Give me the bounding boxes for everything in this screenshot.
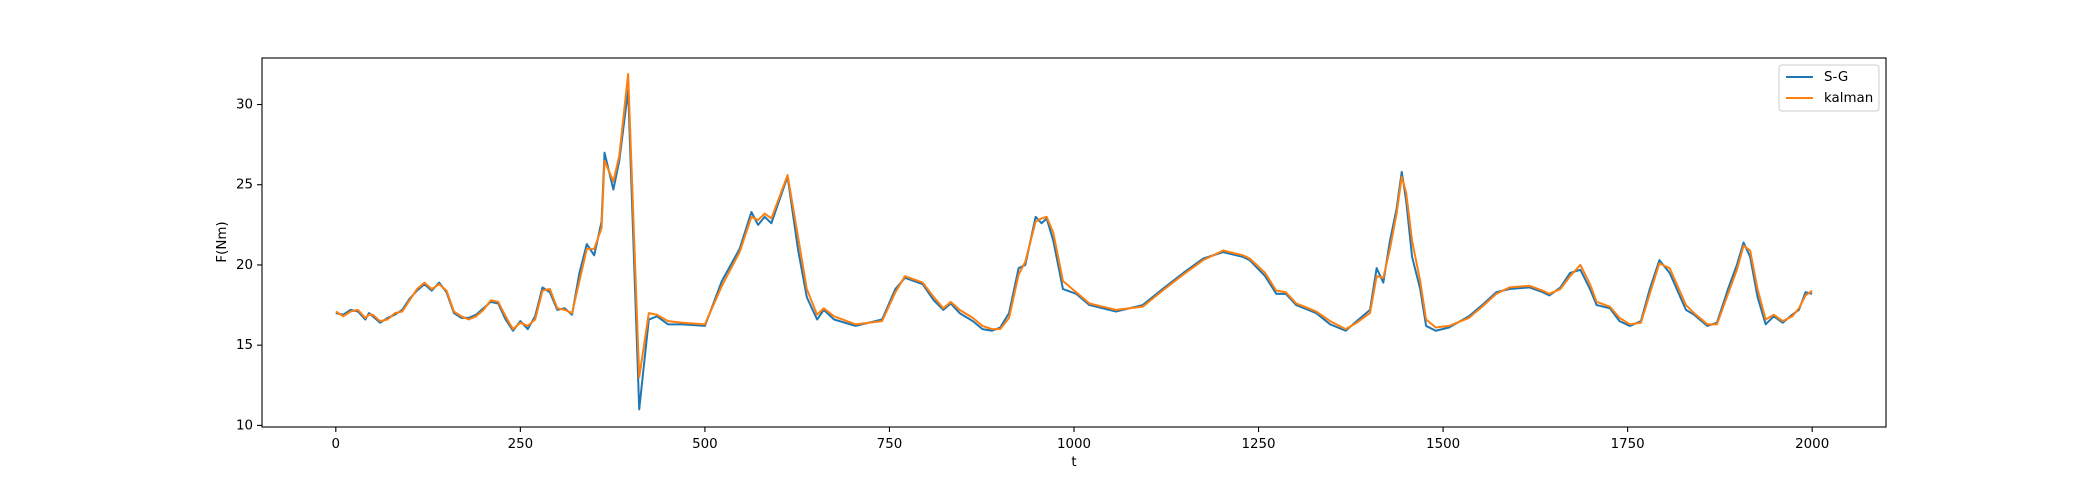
x-tick-label: 1250: [1242, 437, 1276, 452]
x-axis-label: t: [1071, 455, 1076, 470]
x-tick-label: 1500: [1426, 437, 1460, 452]
y-axis-label: F(Nm): [215, 221, 230, 262]
x-tick-label: 750: [877, 437, 903, 452]
y-tick-label: 30: [236, 98, 253, 113]
x-tick-label: 0: [332, 437, 341, 452]
y-tick-label: 25: [236, 178, 253, 193]
series-line: [335, 73, 1813, 379]
series-line: [335, 89, 1813, 411]
y-tick-label: 15: [236, 338, 253, 353]
x-tick-label: 500: [692, 437, 718, 452]
y-tick-label: 20: [236, 258, 253, 273]
legend-label: S-G: [1824, 70, 1848, 85]
x-tick-label: 250: [508, 437, 534, 452]
x-tick-label: 1750: [1611, 437, 1645, 452]
x-tick-label: 2000: [1795, 437, 1829, 452]
x-tick-label: 1000: [1057, 437, 1091, 452]
plot-frame: [261, 57, 1887, 428]
legend-label: kalman: [1824, 91, 1873, 106]
y-tick-label: 10: [236, 418, 253, 433]
